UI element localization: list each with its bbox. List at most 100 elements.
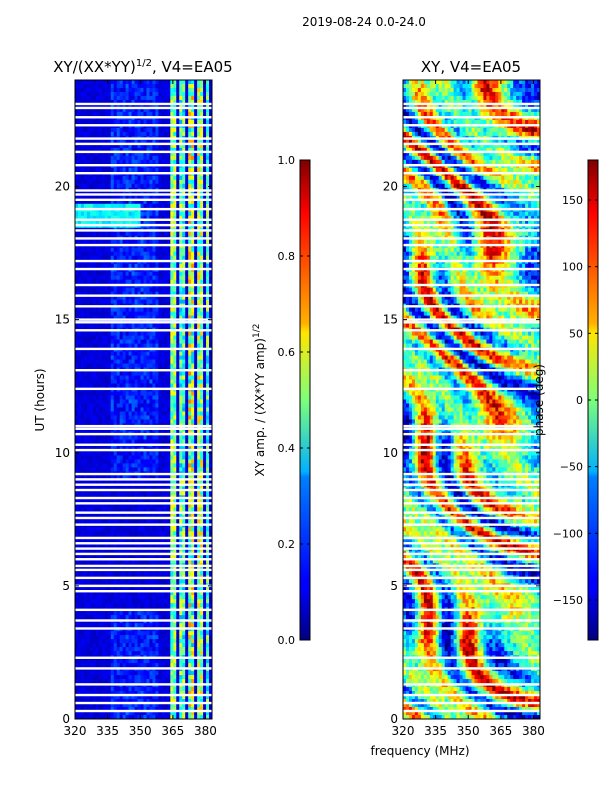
amp-heatmap-cell (179, 87, 183, 93)
amp-heatmap-cell (197, 111, 201, 117)
amp-heatmap-cell (167, 311, 171, 317)
amp-heatmap-cell (149, 351, 154, 357)
amp-heatmap-cell (77, 99, 82, 105)
amp-heatmap-cell (143, 459, 148, 464)
amp-heatmap-cell (188, 251, 192, 257)
amp-heatmap-cell (95, 415, 100, 421)
amp-heatmap-cell (149, 211, 154, 217)
amp-heatmap-cell (146, 119, 151, 125)
amp-heatmap-cell (77, 491, 82, 496)
amp-heatmap-cell (98, 475, 103, 480)
amp-heatmap-cell (140, 183, 145, 189)
amp-heatmap-cell (80, 279, 85, 285)
amp-heatmap-cell (173, 459, 177, 464)
amp-heatmap-cell (203, 175, 207, 181)
amp-heatmap-cell (185, 263, 189, 269)
amp-heatmap-cell (209, 80, 212, 85)
amp-heatmap-cell (128, 87, 133, 93)
amp-heatmap-cell (203, 335, 207, 341)
amp-heatmap-cell (194, 111, 198, 117)
amp-heatmap-cell (206, 83, 210, 89)
amp-heatmap-cell (116, 111, 121, 117)
amp-heatmap-cell (182, 231, 186, 237)
amp-heatmap-cell (143, 399, 148, 405)
amp-heatmap-cell (176, 355, 180, 361)
amp-heatmap-cell (182, 83, 186, 89)
amp-heatmap-cell (134, 503, 139, 508)
amp-heatmap-cell (125, 359, 130, 365)
amp-heatmap-cell (152, 295, 157, 301)
amp-heatmap-cell (155, 167, 159, 173)
amp-heatmap-cell (110, 231, 115, 237)
amp-heatmap-cell (119, 231, 124, 237)
amp-heatmap-cell (173, 395, 177, 401)
amp-heatmap-cell (75, 479, 79, 484)
amp-heatmap-cell (95, 507, 100, 512)
amp-heatmap-cell (182, 499, 186, 504)
amp-heatmap-cell (197, 107, 201, 113)
amp-heatmap-cell (143, 391, 148, 397)
amp-heatmap-cell (209, 491, 212, 496)
amp-heatmap-cell (83, 139, 88, 145)
amp-heatmap-cell (98, 159, 103, 165)
amp-heatmap-cell (107, 499, 112, 504)
amp-heatmap-cell (182, 271, 186, 277)
amp-heatmap-cell (164, 435, 168, 441)
amp-heatmap-cell (140, 331, 145, 337)
amp-heatmap-cell (146, 359, 151, 365)
amp-heatmap-cell (191, 131, 195, 137)
amp-heatmap-cell (122, 475, 127, 480)
amp-heatmap-cell (149, 491, 154, 496)
amp-heatmap-cell (176, 315, 180, 321)
amp-heatmap-cell (143, 455, 148, 460)
amp-heatmap-cell (173, 407, 177, 413)
amp-heatmap-cell (164, 275, 168, 281)
amp-heatmap-cell (191, 211, 195, 217)
amp-heatmap-cell (161, 167, 165, 173)
amp-heatmap-cell (152, 439, 157, 445)
amp-heatmap-cell (173, 439, 177, 445)
amp-heatmap-cell (182, 439, 186, 445)
amp-heatmap-cell (75, 491, 79, 496)
amp-heatmap-cell (80, 463, 85, 468)
amp-heatmap-cell (75, 439, 79, 445)
amp-heatmap-cell (182, 95, 186, 101)
amp-heatmap-cell (80, 159, 85, 165)
amp-heatmap-cell (131, 415, 136, 421)
amp-heatmap-cell (75, 383, 79, 389)
amp-heatmap-cell (137, 271, 142, 277)
amp-heatmap-cell (173, 215, 177, 221)
amp-heatmap-cell (113, 143, 118, 149)
amp-heatmap-cell (75, 371, 79, 377)
amp-heatmap-cell (146, 383, 151, 389)
amp-heatmap-cell (75, 211, 79, 217)
amp-heatmap-cell (209, 299, 212, 305)
amp-heatmap-cell (158, 307, 162, 313)
amp-heatmap-cell (116, 167, 121, 173)
amp-heatmap-cell (191, 343, 195, 349)
amp-heatmap-cell (164, 155, 168, 161)
amp-heatmap-cell (77, 391, 82, 397)
amp-heatmap-cell (134, 475, 139, 480)
amp-heatmap-cell (101, 287, 106, 293)
amp-heatmap-cell (209, 315, 212, 321)
amp-heatmap-cell (95, 307, 100, 313)
amp-heatmap-cell (176, 403, 180, 409)
amp-heatmap (75, 80, 212, 719)
amp-heatmap-cell (161, 455, 165, 460)
amp-heatmap-cell (137, 95, 142, 101)
amp-heatmap-cell (161, 399, 165, 405)
amp-heatmap-cell (92, 247, 97, 253)
amp-heatmap-cell (83, 307, 88, 313)
amp-heatmap-cell (197, 479, 201, 484)
amp-heatmap-cell (176, 107, 180, 113)
amp-heatmap-cell (161, 279, 165, 285)
amp-heatmap-cell (149, 363, 154, 369)
amp-heatmap-cell (134, 351, 139, 357)
amp-heatmap-cell (167, 275, 171, 281)
amp-heatmap-cell (122, 311, 127, 317)
amp-heatmap-cell (173, 87, 177, 93)
amp-heatmap-cell (161, 271, 165, 277)
amp-heatmap-cell (185, 155, 189, 161)
amp-heatmap-cell (176, 467, 180, 472)
